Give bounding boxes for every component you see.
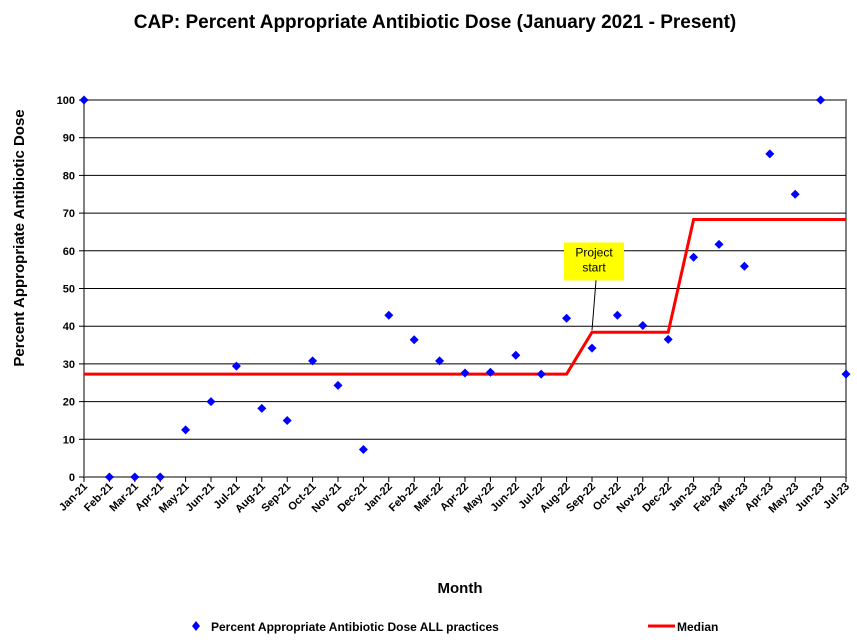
y-tick-label: 20 [63, 397, 75, 409]
legend-median-label: Median [677, 620, 718, 634]
dose-series [79, 95, 851, 482]
data-point [587, 343, 597, 353]
data-point [130, 472, 140, 482]
annotation-box [564, 242, 624, 281]
data-point [485, 367, 495, 377]
x-tick-label: Jun-23 [793, 481, 827, 515]
data-point [79, 95, 89, 105]
data-point [181, 425, 191, 435]
x-tick-label: Jun-21 [184, 481, 218, 515]
median-line [84, 218, 846, 376]
median-series [84, 218, 846, 376]
y-tick-label: 40 [63, 321, 75, 333]
x-axis-title: Month [438, 580, 483, 597]
data-point [841, 369, 851, 379]
legend-dose-marker [192, 621, 200, 631]
legend: Percent Appropriate Antibiotic Dose ALL … [192, 620, 718, 634]
x-tick-label: Jun-22 [488, 481, 522, 515]
y-tick-label: 30 [63, 359, 75, 371]
y-tick-label: 90 [63, 133, 75, 145]
y-tick-labels: 0 10 20 30 40 50 60 70 80 90 100 [57, 95, 75, 484]
data-point [435, 356, 445, 366]
data-point [714, 239, 724, 249]
data-point [536, 369, 546, 379]
gridlines [79, 99, 847, 482]
data-point [155, 472, 165, 482]
x-tick-labels: Jan-21Feb-21Mar-21Apr-21May-21Jun-21Jul-… [57, 481, 852, 516]
data-point [689, 252, 699, 262]
data-point [384, 310, 394, 320]
x-tick-label: Jul-23 [821, 481, 852, 512]
data-point [257, 403, 267, 413]
data-point [612, 310, 622, 320]
data-point [663, 334, 673, 344]
data-point [358, 444, 368, 454]
data-point [282, 415, 292, 425]
annotation-text: start [582, 260, 606, 274]
chart-title: CAP: Percent Appropriate Antibiotic Dose… [134, 12, 737, 33]
data-point [511, 350, 521, 360]
data-point [765, 149, 775, 159]
data-point [104, 472, 114, 482]
legend-dose-label: Percent Appropriate Antibiotic Dose ALL … [211, 620, 499, 634]
y-tick-label: 60 [63, 246, 75, 258]
data-point [739, 261, 749, 271]
data-point [460, 368, 470, 378]
data-point [409, 335, 419, 345]
y-tick-label: 100 [57, 95, 75, 107]
y-tick-label: 0 [69, 472, 75, 484]
data-point [638, 320, 648, 330]
data-point [308, 356, 318, 366]
annotation-text: Project [575, 245, 613, 259]
data-point [790, 189, 800, 199]
y-tick-label: 80 [63, 170, 75, 182]
annotation-pointer [591, 280, 597, 331]
data-point [206, 397, 216, 407]
data-point [562, 313, 572, 323]
data-point [816, 95, 826, 105]
y-tick-label: 10 [63, 434, 75, 446]
y-tick-label: 50 [63, 284, 75, 296]
y-tick-label: 70 [63, 208, 75, 220]
data-point [333, 380, 343, 390]
y-axis-title: Percent Appropriate Antibiotic Dose [11, 109, 28, 366]
data-point [231, 361, 241, 371]
